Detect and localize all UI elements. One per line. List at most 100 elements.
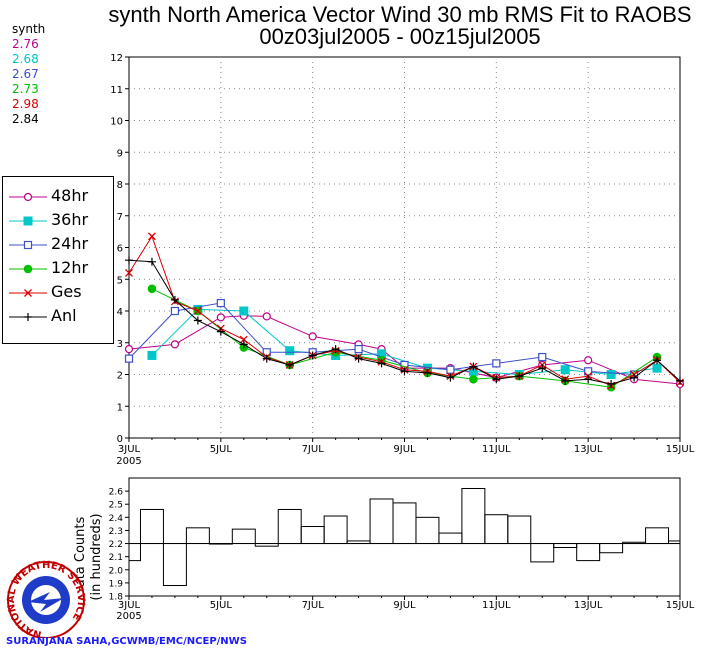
legend-marker — [23, 192, 33, 202]
data-point — [446, 365, 455, 374]
count-bar — [576, 543, 601, 562]
data-point — [423, 368, 432, 377]
y-tick-label: 7 — [117, 212, 123, 223]
count-bar — [392, 502, 417, 545]
count-bar — [128, 543, 141, 562]
count-x-tick-label: 7JUL — [302, 600, 325, 611]
x-tick-label: 11JUL — [482, 444, 511, 455]
count-bar — [461, 487, 486, 545]
data-point — [239, 335, 248, 344]
y-tick-label: 2 — [117, 371, 123, 382]
x-tick-label: 13JUL — [574, 444, 603, 455]
data-point — [308, 332, 317, 341]
legend: 48hr 36hr 24hr 12hr Ges Anl — [2, 176, 114, 344]
data-point — [560, 365, 570, 375]
count-bar — [162, 543, 187, 587]
x-tick-label: 15JUL — [666, 444, 695, 455]
stats-value: 2.98 — [12, 97, 39, 111]
data-point — [124, 354, 134, 363]
data-point — [124, 345, 134, 354]
stats-value: 2.68 — [12, 52, 39, 66]
stats-header: synth — [12, 22, 46, 36]
count-bar — [185, 527, 210, 545]
count-bar — [645, 527, 670, 545]
data-point — [147, 284, 157, 294]
count-y-tick-label: 1.8 — [109, 593, 124, 603]
data-point — [676, 376, 684, 385]
count-bar — [668, 540, 681, 545]
legend-label: 36hr — [51, 210, 89, 229]
data-point — [538, 352, 547, 362]
data-point — [216, 313, 225, 322]
chart-title: synth North America Vector Wind 30 mb RM… — [108, 2, 692, 27]
count-bar — [484, 514, 509, 545]
legend-symbol — [9, 240, 47, 250]
legend-symbol — [9, 216, 47, 226]
y-tick-label: 5 — [117, 275, 123, 286]
series-Anl — [125, 256, 684, 389]
data-point — [492, 359, 501, 368]
count-x-tick-label: 5JUL — [210, 600, 233, 611]
data-point — [515, 372, 524, 381]
legend-marker — [24, 313, 32, 321]
count-bar — [231, 528, 256, 545]
data-point — [354, 345, 363, 354]
y-tick-label: 8 — [117, 180, 123, 191]
data-point — [606, 370, 616, 379]
data-point — [193, 307, 202, 315]
legend-marker — [23, 264, 33, 274]
count-y-tick-label: 2.6 — [109, 488, 124, 498]
legend-marker — [23, 216, 33, 226]
count-bar — [208, 543, 233, 545]
count-x-tick-label: 9JUL — [393, 600, 416, 611]
data-point — [170, 295, 179, 304]
legend-item: 36hr — [3, 209, 113, 233]
legend-item: 24hr — [3, 233, 113, 257]
rms-stats: synth 2.76 2.68 2.67 2.73 2.98 2.84 — [12, 22, 45, 127]
data-point — [285, 360, 294, 369]
data-point — [469, 374, 478, 384]
series-24hr — [124, 298, 639, 379]
data-point — [125, 268, 133, 277]
stats-value: 2.84 — [12, 112, 39, 126]
data-point — [584, 375, 593, 384]
data-point — [584, 356, 593, 365]
count-bar — [553, 543, 578, 548]
data-point — [377, 359, 386, 368]
legend-label: 48hr — [51, 186, 89, 205]
legend-symbol — [9, 192, 47, 202]
data-point — [216, 327, 225, 336]
legend-label: 12hr — [51, 258, 89, 277]
count-bar — [507, 515, 532, 545]
legend-marker — [23, 240, 33, 250]
y-tick-label: 3 — [117, 339, 123, 350]
count-bar — [369, 498, 394, 545]
data-point — [216, 298, 225, 308]
data-point — [239, 306, 249, 316]
y-tick-label: 10 — [110, 117, 123, 128]
data-point — [653, 356, 662, 365]
stats-value: 2.73 — [12, 82, 39, 96]
data-point — [400, 367, 409, 376]
count-x-tick-label: 3JUL — [118, 600, 141, 611]
stats-value: 2.67 — [12, 67, 39, 81]
count-bar — [599, 543, 624, 554]
y-tick-label: 9 — [117, 148, 123, 159]
data-point — [652, 363, 662, 373]
count-bar — [300, 526, 325, 545]
legend-item: Anl — [3, 305, 113, 329]
count-ylabel-units: (in hundreds) — [89, 513, 104, 600]
legend-symbol — [9, 289, 47, 297]
y-tick-label: 0 — [117, 434, 123, 445]
x-year-label: 2005 — [116, 456, 141, 467]
data-point — [561, 376, 570, 385]
data-point — [147, 257, 156, 266]
data-point — [331, 345, 340, 354]
chart-date-range: 00z03jul2005 - 00z15jul2005 — [259, 24, 541, 49]
count-bar — [277, 508, 302, 545]
data-point — [354, 354, 363, 363]
count-x-tick-label: 13JUL — [574, 600, 603, 611]
data-point — [193, 316, 202, 325]
legend-symbol — [9, 264, 47, 274]
